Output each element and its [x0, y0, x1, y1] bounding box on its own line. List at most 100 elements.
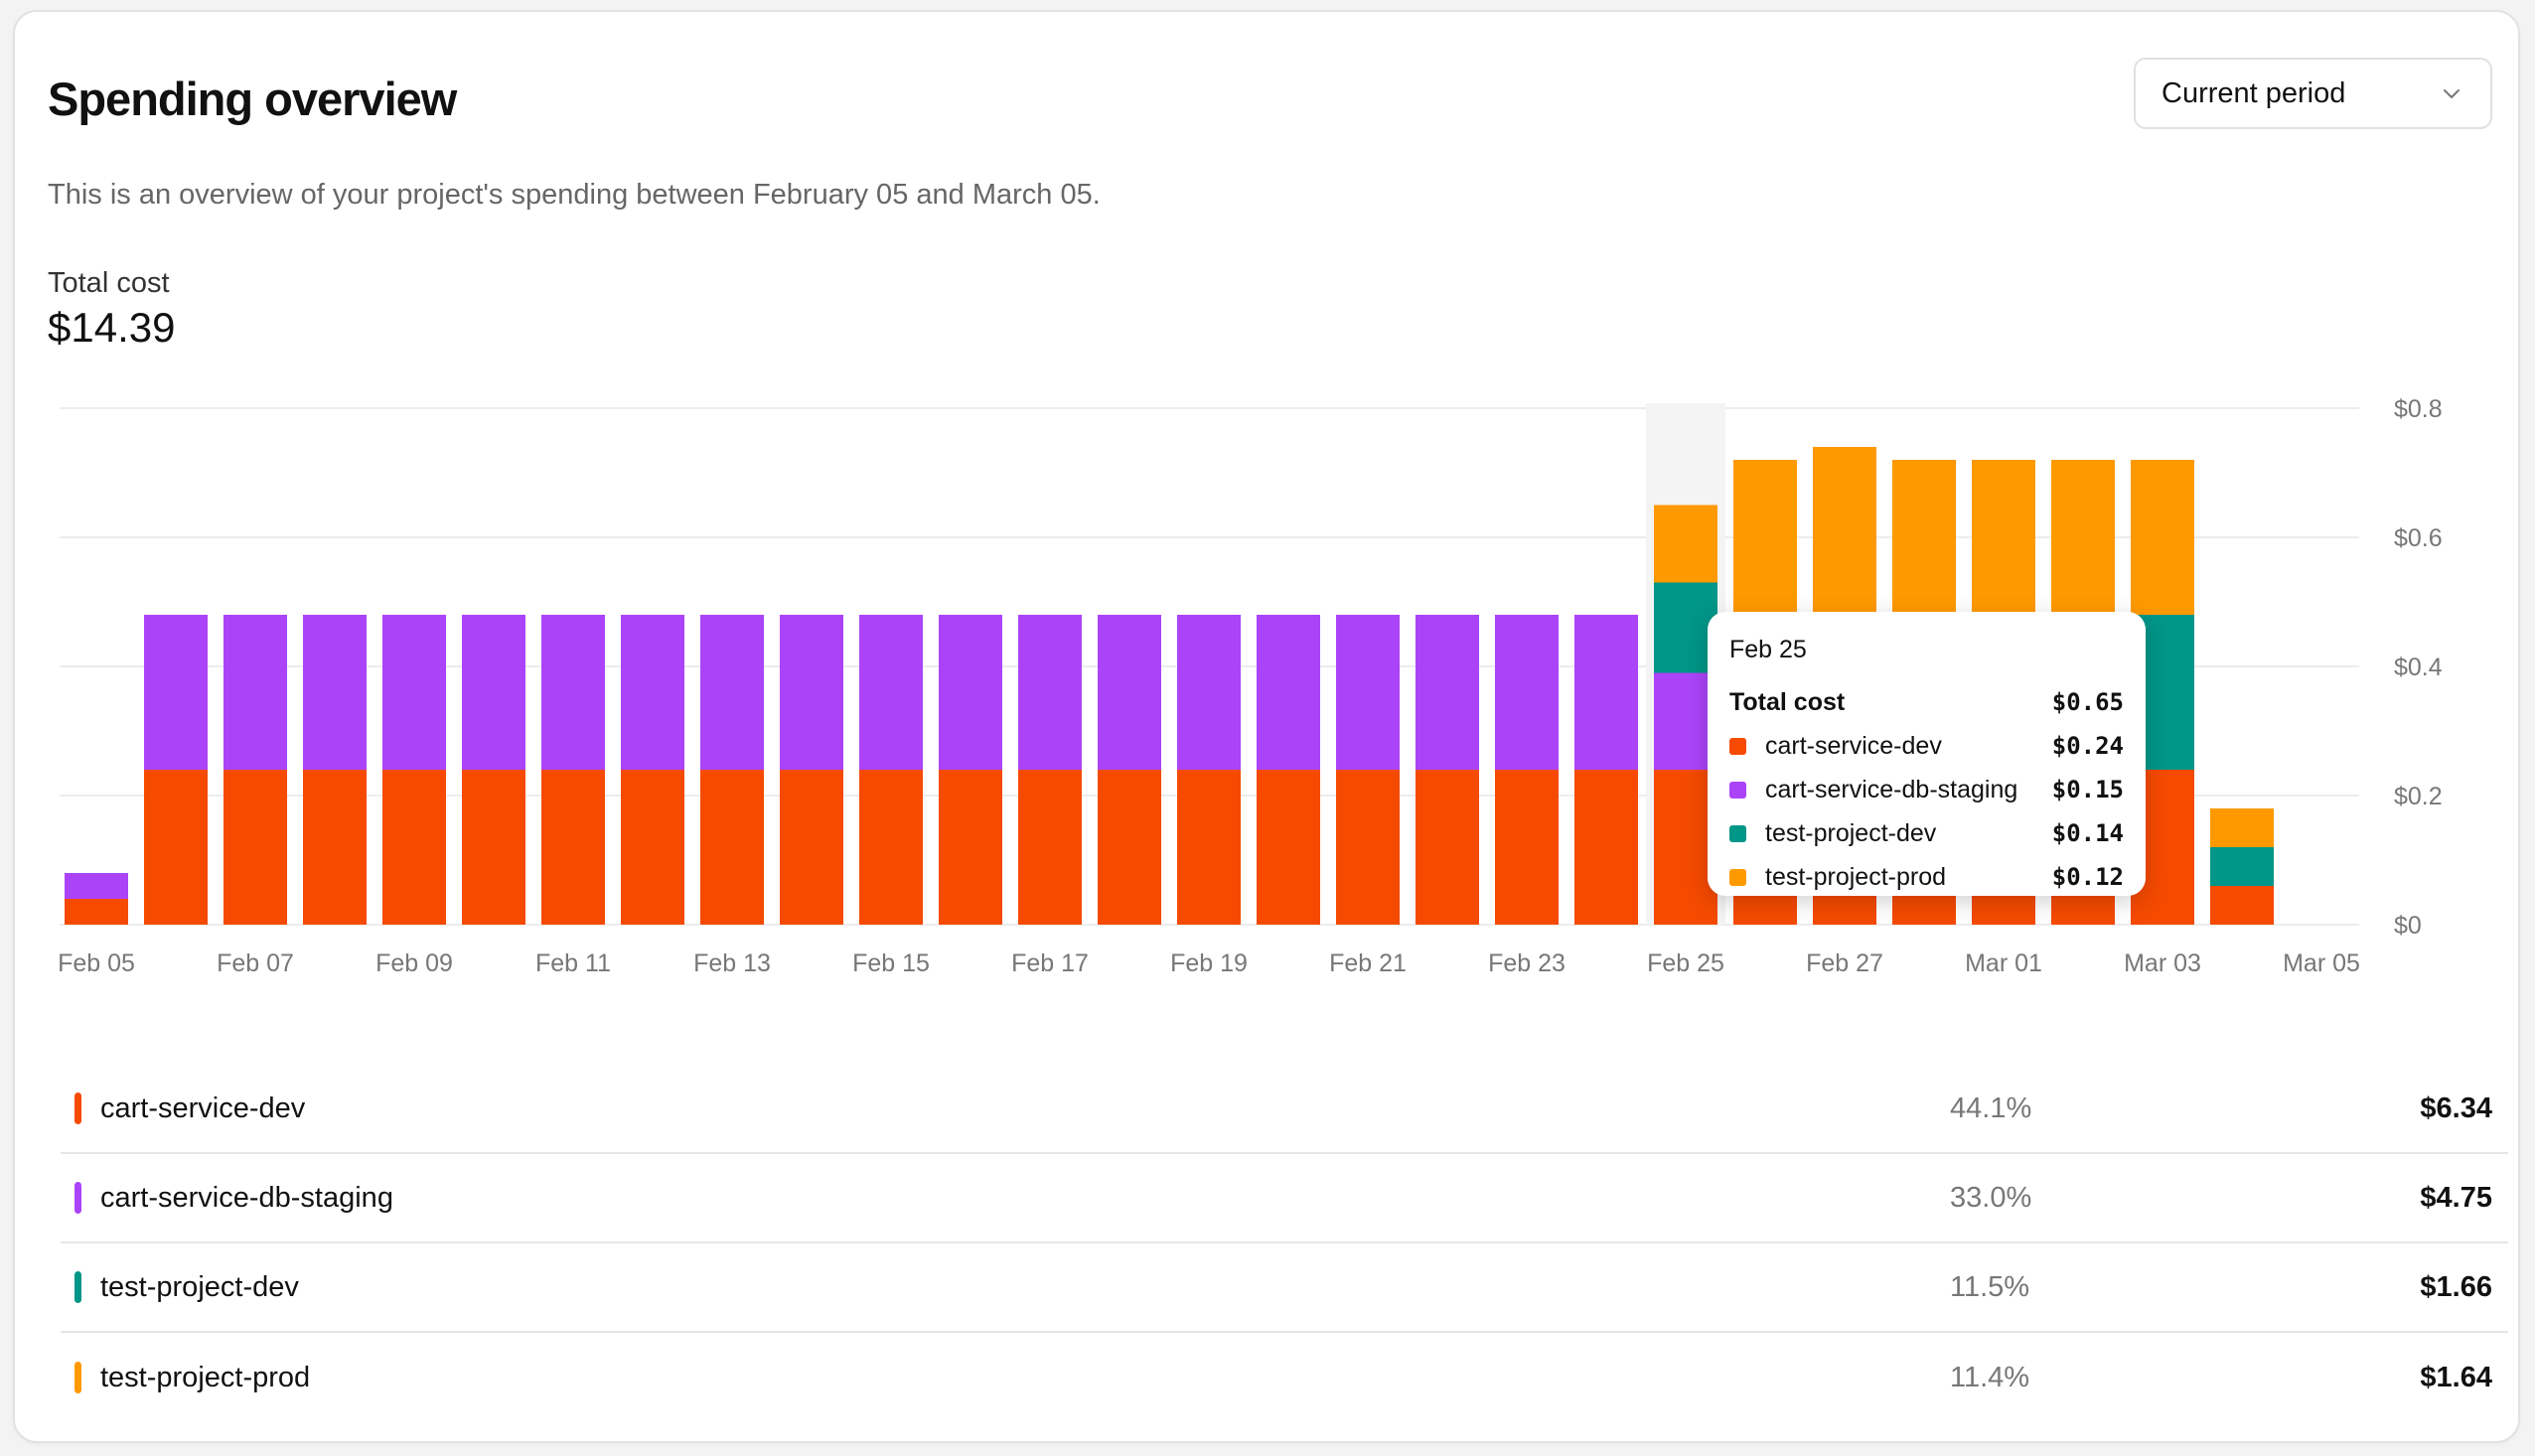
- tooltip-row: test-project-dev $0.14: [1729, 811, 2124, 855]
- bar-segment[interactable]: [382, 615, 446, 770]
- tooltip-total-row: Total cost $0.65: [1729, 680, 2124, 724]
- bar-segment[interactable]: [144, 615, 208, 770]
- project-name: cart-service-db-staging: [100, 1181, 393, 1214]
- bar-segment[interactable]: [1257, 615, 1320, 770]
- x-tick-label: Feb 11: [535, 949, 611, 977]
- bar-segment[interactable]: [2051, 460, 2115, 615]
- bar-segment[interactable]: [621, 615, 684, 770]
- project-amount: $6.34: [2420, 1092, 2492, 1124]
- bar-segment[interactable]: [1654, 770, 1717, 925]
- bar-segment[interactable]: [1416, 770, 1479, 925]
- bar-segment[interactable]: [382, 770, 446, 925]
- bar-segment[interactable]: [780, 770, 843, 925]
- bar-segment[interactable]: [939, 770, 1002, 925]
- x-tick-label: Feb 23: [1488, 949, 1566, 977]
- x-tick-label: Feb 21: [1329, 949, 1407, 977]
- bar-segment[interactable]: [1018, 770, 1082, 925]
- x-tick-label: Feb 07: [217, 949, 294, 977]
- y-tick-label: $0.4: [2394, 654, 2443, 681]
- period-select[interactable]: Current period: [2134, 58, 2492, 129]
- bar-segment[interactable]: [1177, 615, 1241, 770]
- bar-segment[interactable]: [1654, 672, 1717, 771]
- bar-segment[interactable]: [1733, 460, 1797, 615]
- bar-segment[interactable]: [1257, 770, 1320, 925]
- bar-segment[interactable]: [621, 770, 684, 925]
- bar-segment[interactable]: [1416, 615, 1479, 770]
- x-tick-label: Mar 03: [2124, 949, 2201, 977]
- legend-color-bar: [75, 1182, 81, 1214]
- bar-segment[interactable]: [462, 615, 525, 770]
- bar-segment[interactable]: [303, 770, 367, 925]
- project-percent: 11.4%: [1950, 1361, 2030, 1393]
- bar-segment[interactable]: [700, 770, 764, 925]
- x-tick-label: Feb 25: [1647, 949, 1724, 977]
- bar-segment[interactable]: [1813, 447, 1876, 615]
- list-item[interactable]: test-project-prod 11.4% $1.64: [61, 1333, 2508, 1422]
- bar-segment[interactable]: [2210, 808, 2274, 847]
- tooltip-swatch: [1729, 868, 1746, 886]
- bar-segment[interactable]: [1018, 615, 1082, 770]
- bar-segment[interactable]: [1892, 460, 1956, 615]
- bar-segment[interactable]: [700, 615, 764, 770]
- bar-segment[interactable]: [1336, 770, 1400, 925]
- bar-segment[interactable]: [780, 615, 843, 770]
- project-percent: 44.1%: [1950, 1092, 2032, 1124]
- y-tick-label: $0.6: [2394, 524, 2443, 552]
- total-cost-label: Total cost: [48, 267, 170, 299]
- bar-segment[interactable]: [224, 615, 287, 770]
- list-item[interactable]: test-project-dev 11.5% $1.66: [61, 1243, 2508, 1333]
- bar-segment[interactable]: [541, 615, 605, 770]
- spending-breakdown-list: cart-service-dev 44.1% $6.34 cart-servic…: [61, 1065, 2508, 1422]
- tooltip-swatch: [1729, 737, 1746, 755]
- list-item[interactable]: cart-service-db-staging 33.0% $4.75: [61, 1154, 2508, 1243]
- period-select-value: Current period: [2162, 76, 2346, 109]
- list-item[interactable]: cart-service-dev 44.1% $6.34: [61, 1065, 2508, 1154]
- bar-segment[interactable]: [65, 873, 128, 899]
- bar-segment[interactable]: [1098, 615, 1161, 770]
- bar-segment[interactable]: [1495, 770, 1559, 925]
- bar-segment[interactable]: [1654, 505, 1717, 583]
- bar-segment[interactable]: [2210, 886, 2274, 925]
- tooltip-row-name: cart-service-db-staging: [1765, 775, 2018, 803]
- bar-segment[interactable]: [1177, 770, 1241, 925]
- bar-segment[interactable]: [2131, 460, 2194, 615]
- tooltip-row-name: cart-service-dev: [1765, 731, 1942, 760]
- total-cost-value: $14.39: [48, 304, 176, 351]
- tooltip-total-value: $0.65: [2051, 688, 2124, 716]
- tooltip-swatch: [1729, 781, 1746, 799]
- project-name: test-project-dev: [100, 1270, 299, 1303]
- chart-tooltip: Feb 25 Total cost $0.65 cart-service-dev…: [1708, 612, 2146, 896]
- project-amount: $4.75: [2420, 1181, 2492, 1214]
- bar-segment[interactable]: [1495, 615, 1559, 770]
- y-tick-label: $0.2: [2394, 783, 2443, 810]
- tooltip-row-value: $0.15: [2051, 776, 2124, 803]
- bar-segment[interactable]: [462, 770, 525, 925]
- project-amount: $1.64: [2420, 1361, 2492, 1393]
- legend-color-bar: [75, 1271, 81, 1303]
- bar-segment[interactable]: [1654, 582, 1717, 673]
- x-tick-label: Feb 05: [58, 949, 135, 977]
- bar-segment[interactable]: [144, 770, 208, 925]
- bar-segment[interactable]: [1574, 770, 1638, 925]
- tooltip-row: cart-service-db-staging $0.15: [1729, 768, 2124, 811]
- bar-segment[interactable]: [939, 615, 1002, 770]
- bar-segment[interactable]: [224, 770, 287, 925]
- tooltip-row: test-project-prod $0.12: [1729, 855, 2124, 899]
- bar-segment[interactable]: [859, 615, 923, 770]
- project-name: cart-service-dev: [100, 1092, 306, 1124]
- tooltip-row-value: $0.14: [2051, 819, 2124, 847]
- tooltip-total-label: Total cost: [1729, 687, 1846, 716]
- bar-segment[interactable]: [541, 770, 605, 925]
- bar-segment[interactable]: [2210, 847, 2274, 886]
- bar-segment[interactable]: [1574, 615, 1638, 770]
- tooltip-row-name: test-project-dev: [1765, 818, 1937, 847]
- bar-segment[interactable]: [1336, 615, 1400, 770]
- bar-segment[interactable]: [303, 615, 367, 770]
- bar-segment[interactable]: [1098, 770, 1161, 925]
- legend-color-bar: [75, 1092, 81, 1124]
- bar-segment[interactable]: [859, 770, 923, 925]
- bar-segment[interactable]: [65, 899, 128, 925]
- project-percent: 33.0%: [1950, 1181, 2032, 1214]
- bar-segment[interactable]: [1972, 460, 2035, 615]
- tooltip-swatch: [1729, 824, 1746, 842]
